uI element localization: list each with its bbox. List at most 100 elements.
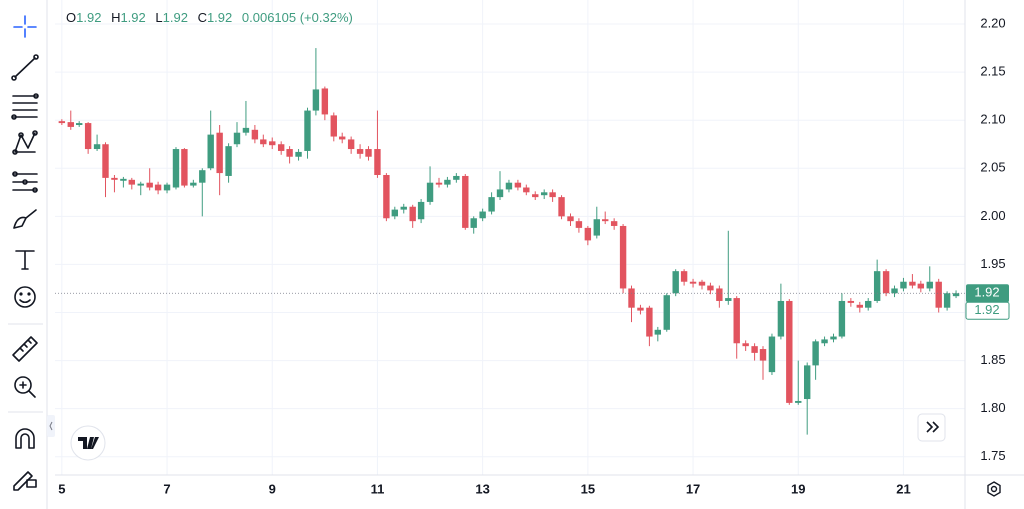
ohlc-label: C — [198, 10, 207, 25]
candle-body — [190, 182, 197, 186]
ruler-tool[interactable] — [12, 336, 38, 362]
crosshair-tool[interactable] — [13, 15, 37, 38]
y-tick-label: 1.95 — [980, 256, 1005, 271]
candle-body — [602, 219, 609, 222]
candle-body — [242, 127, 250, 133]
candle-body — [102, 144, 109, 178]
candle-body — [742, 343, 749, 347]
lock-drawings-tool[interactable] — [13, 471, 37, 491]
candle-body — [865, 300, 872, 308]
candle-body — [558, 197, 565, 217]
candle-body — [383, 175, 390, 219]
magnet-tool[interactable] — [15, 428, 35, 449]
ohlc-label: L — [155, 10, 162, 25]
candle-body — [111, 177, 118, 180]
candle-body — [58, 121, 66, 124]
candle-body — [251, 129, 259, 140]
candle-body — [900, 281, 907, 289]
candle-body — [277, 144, 285, 151]
close-price-box — [965, 301, 1010, 320]
candle-body — [716, 288, 723, 301]
fib-tool[interactable] — [11, 93, 39, 120]
candle-body — [391, 209, 399, 217]
candle-body — [654, 329, 662, 335]
candle-body — [768, 336, 776, 373]
candle-body — [154, 184, 162, 191]
x-tick-label: 5 — [58, 481, 65, 496]
candle-body — [549, 192, 556, 198]
prediction-tool[interactable] — [12, 171, 38, 193]
toolbar — [8, 0, 55, 509]
settings-button[interactable] — [987, 481, 1001, 497]
candle-body — [146, 182, 153, 188]
candle-body — [795, 400, 802, 403]
scroll-to-realtime-button[interactable] — [917, 413, 946, 442]
emoji-tool[interactable] — [14, 286, 36, 308]
candle-body — [172, 149, 180, 188]
candle-body — [286, 149, 293, 157]
last-price-box — [966, 284, 1009, 303]
candle-body — [304, 110, 311, 151]
candle-body — [847, 300, 855, 303]
ohlc-label: O — [66, 10, 76, 25]
candle-body — [260, 139, 267, 145]
y-tick-label: 2.10 — [980, 112, 1005, 127]
candle-body — [365, 149, 372, 157]
candle-body — [356, 149, 364, 154]
candle-body — [803, 365, 811, 400]
close-price-label: 1.92 — [974, 302, 999, 317]
tradingview-logo[interactable] — [70, 425, 106, 461]
ohlc-legend: O1.92 H1.92 L1.92 C1.92 0.006105 (+0.32%… — [66, 10, 353, 25]
candle-body — [733, 298, 740, 344]
candle-body — [882, 271, 890, 294]
candle-body — [128, 179, 135, 185]
candle-body — [409, 206, 416, 222]
y-tick-label: 2.00 — [980, 208, 1005, 223]
candle-body — [952, 293, 960, 297]
ohlc-label: H — [111, 10, 120, 25]
candle-body — [532, 194, 539, 198]
trendline-tool[interactable] — [11, 54, 39, 81]
candle-body — [514, 182, 522, 188]
brush-tool[interactable] — [13, 209, 37, 229]
candle-body — [759, 349, 767, 361]
candle-body — [84, 123, 92, 150]
candle-body — [199, 170, 206, 183]
candle-body — [935, 281, 942, 308]
candle-body — [680, 271, 688, 282]
candle-body — [540, 192, 548, 196]
collapse-toolbar[interactable] — [47, 415, 55, 437]
ohlc-value: 1.92 — [76, 10, 101, 25]
x-tick-label: 13 — [475, 481, 489, 496]
candle-body — [838, 300, 846, 337]
x-tick-label: 21 — [896, 481, 910, 496]
candle-body — [339, 136, 346, 140]
candle-body — [225, 146, 232, 176]
pattern-tool[interactable] — [12, 130, 38, 155]
candle-body — [707, 285, 714, 291]
candle-body — [181, 149, 188, 186]
candle-body — [163, 184, 171, 191]
zoom-tool[interactable] — [14, 376, 36, 398]
candle-body — [479, 211, 486, 219]
candle-body — [496, 189, 504, 198]
candle-body — [470, 218, 477, 228]
candle-body — [821, 339, 828, 344]
candle-body — [917, 283, 925, 289]
x-tick-label: 11 — [371, 481, 385, 496]
candle-body — [374, 149, 381, 175]
candle-body — [93, 144, 101, 150]
candle-body — [689, 281, 697, 284]
ohlc-change: 0.006105 (+0.32%) — [242, 10, 353, 25]
candle-body — [426, 182, 434, 202]
candle-body — [269, 141, 276, 146]
candle-body — [216, 132, 223, 174]
y-tick-label: 1.75 — [980, 448, 1005, 463]
x-tick-label: 15 — [581, 481, 595, 496]
candle-body — [137, 183, 144, 186]
candle-body — [330, 115, 337, 137]
text-tool[interactable] — [15, 250, 35, 270]
candle-body — [637, 307, 644, 311]
candle-body — [67, 122, 74, 127]
